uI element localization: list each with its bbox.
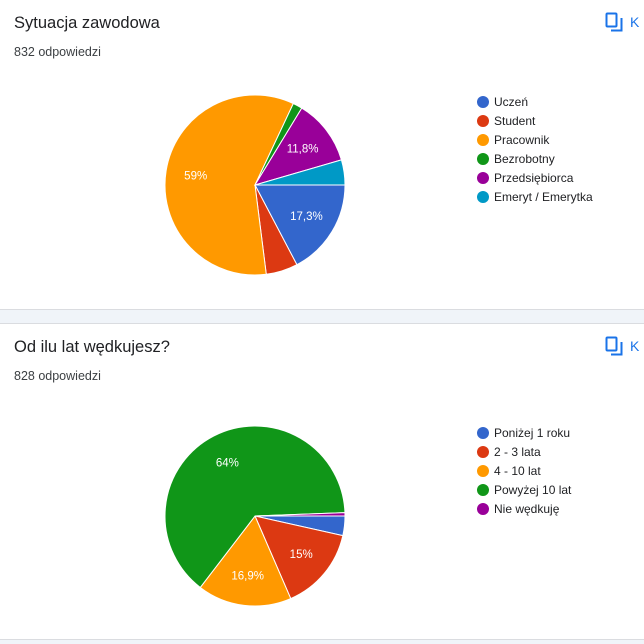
pie-slice-4-10-lat — [199, 515, 292, 607]
copy-chart-label: K — [630, 14, 640, 30]
pie-chart: 15% 16,9% 64% — [164, 425, 346, 607]
legend-swatch — [477, 426, 489, 439]
pie-chart: 17,3% 59% 11,8% — [164, 94, 346, 276]
pie-slice-emeryt-emerytka — [254, 159, 346, 186]
chart-title: Sytuacja zawodowa — [14, 14, 160, 32]
legend-swatch — [477, 464, 489, 477]
pie-slice-pracownik — [164, 94, 294, 276]
legend-swatch — [477, 445, 489, 458]
legend-swatch — [477, 114, 489, 127]
legend-item-emeryt-emerytka: Emeryt / Emerytka — [477, 187, 593, 206]
legend-item-przedsiebiorca: Przedsiębiorca — [477, 168, 593, 187]
legend-swatch — [477, 171, 489, 184]
pie-slice-nie-wedkuje — [254, 512, 346, 517]
legend-item-ponizej-1-roku: Poniżej 1 roku — [477, 423, 571, 442]
legend-label: 4 - 10 lat — [494, 463, 541, 478]
chart-title: Od ilu lat wędkujesz? — [14, 338, 170, 356]
copy-chart-label: K — [630, 338, 640, 354]
legend-label: Emeryt / Emerytka — [494, 189, 593, 204]
chart-card-sytuacja-zawodowa: Sytuacja zawodowa 832 odpowiedzi K 17,3%… — [0, 0, 644, 310]
legend-item-4-10-lat: 4 - 10 lat — [477, 461, 571, 480]
copy-chart-button[interactable]: K — [605, 336, 639, 356]
copy-chart-icon — [605, 12, 623, 32]
pie-data-label: 59% — [184, 171, 207, 183]
chart-legend: Poniżej 1 roku 2 - 3 lata 4 - 10 lat Powyże… — [477, 423, 571, 518]
legend-label: Nie wędkuję — [494, 501, 560, 516]
legend-item-student: Student — [477, 111, 593, 130]
pie-slice-powyzej-10-lat — [164, 425, 346, 589]
pie-data-label: 11,8% — [287, 144, 319, 156]
chart-legend: Uczeń Student Pracownik Bezrobotny Przedsięb… — [477, 92, 593, 206]
legend-item-powyzej-10-lat: Powyżej 10 lat — [477, 480, 571, 499]
pie-data-label: 15% — [290, 549, 313, 561]
pie-data-label: 17,3% — [290, 211, 323, 223]
legend-item-uczen: Uczeń — [477, 92, 593, 111]
copy-chart-button[interactable]: K — [605, 12, 639, 32]
response-count: 828 odpowiedzi — [14, 369, 101, 383]
legend-swatch — [477, 133, 489, 146]
legend-swatch — [477, 483, 489, 496]
pie-slice-2-3-lata — [254, 515, 344, 600]
legend-swatch — [477, 502, 489, 515]
legend-label: Uczeń — [494, 94, 529, 109]
legend-item-nie-wedkuje: Nie wędkuję — [477, 499, 571, 518]
legend-label: Student — [494, 113, 536, 128]
legend-item-bezrobotny: Bezrobotny — [477, 149, 593, 168]
pie-data-label: 16,9% — [231, 571, 264, 583]
pie-slice-uczen — [254, 184, 346, 266]
legend-swatch — [477, 152, 489, 165]
legend-swatch — [477, 190, 489, 203]
legend-label: Przedsiębiorca — [494, 170, 574, 185]
legend-item-pracownik: Pracownik — [477, 130, 593, 149]
legend-label: 2 - 3 lata — [494, 444, 541, 459]
copy-chart-icon — [605, 336, 623, 356]
legend-item-2-3-lata: 2 - 3 lata — [477, 442, 571, 461]
response-count: 832 odpowiedzi — [14, 45, 101, 59]
legend-label: Pracownik — [494, 132, 550, 147]
pie-data-label: 64% — [216, 458, 239, 470]
legend-label: Poniżej 1 roku — [494, 425, 571, 440]
chart-card-od-ilu-lat: Od ilu lat wędkujesz? 828 odpowiedzi K 1… — [0, 323, 644, 640]
legend-label: Powyżej 10 lat — [494, 482, 572, 497]
legend-swatch — [477, 95, 489, 108]
legend-label: Bezrobotny — [494, 151, 555, 166]
